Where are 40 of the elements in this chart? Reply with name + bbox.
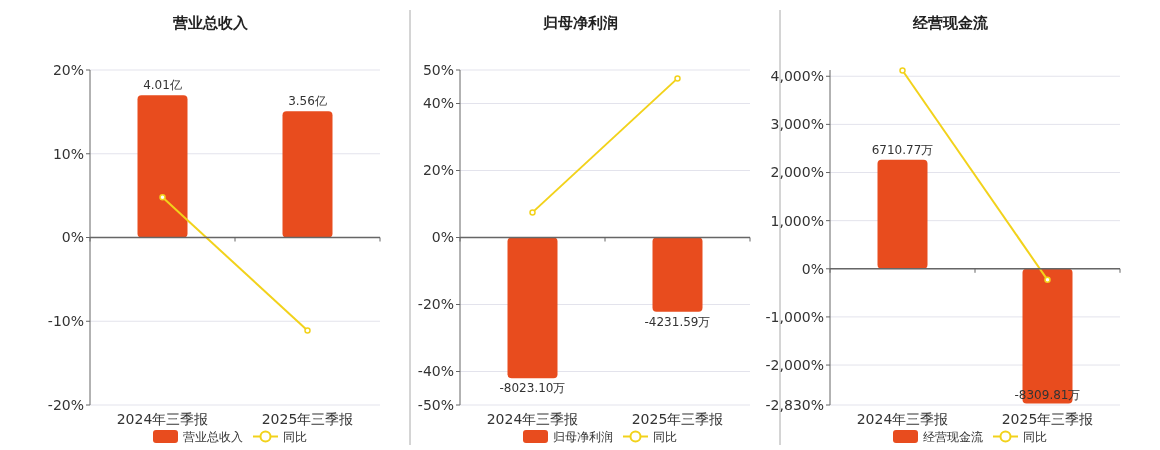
x-tick-label: 2025年三季报 [1001,411,1094,427]
y-tick-label: 50% [422,61,454,78]
data-label: 3.56亿 [288,94,327,109]
data-label: 4.01亿 [143,78,182,93]
y-tick-label: 0% [61,229,84,246]
y-tick-label: 1,000% [770,212,824,229]
y-tick-label: -1,000% [765,308,824,325]
y-tick-label: -50% [417,396,454,413]
y-tick-label: -40% [417,363,454,380]
chart-title: 营业总收入 [171,14,249,32]
legend-label: 归母净利润 [553,429,613,444]
legend-label: 同比 [653,429,677,444]
x-tick-label: 2024年三季报 [116,411,209,427]
y-tick-label: -2,000% [765,356,824,373]
y-tick-label: 40% [422,95,454,112]
y-tick-label: 20% [422,162,454,179]
y-tick-label: -20% [417,296,454,313]
data-label: 6710.77万 [871,142,934,157]
legend-label: 经营现金流 [923,429,983,444]
legend-label: 同比 [283,429,307,444]
x-tick-label: 2025年三季报 [631,411,724,427]
data-label: -4231.59万 [644,314,711,329]
x-tick-label: 2024年三季报 [856,411,949,427]
legend-label: 同比 [1023,429,1047,444]
y-tick-label: 0% [431,229,454,246]
data-label: -8023.10万 [499,381,566,396]
y-tick-label: 20% [52,61,84,78]
chart-title: 归母净利润 [541,14,618,32]
x-tick-label: 2024年三季报 [486,411,579,427]
legend-label: 营业总收入 [183,429,243,444]
x-tick-label: 2025年三季报 [261,411,354,427]
y-tick-label: 3,000% [770,116,824,133]
y-tick-label: -10% [47,313,84,330]
y-tick-label: 0% [801,260,824,277]
y-tick-label: 2,000% [770,164,824,181]
chart-title: 经营现金流 [911,14,989,32]
y-tick-label: -20% [47,396,84,413]
y-tick-label: -2,830% [765,396,824,413]
y-tick-label: 10% [52,145,84,162]
y-tick-label: 4,000% [770,68,824,85]
